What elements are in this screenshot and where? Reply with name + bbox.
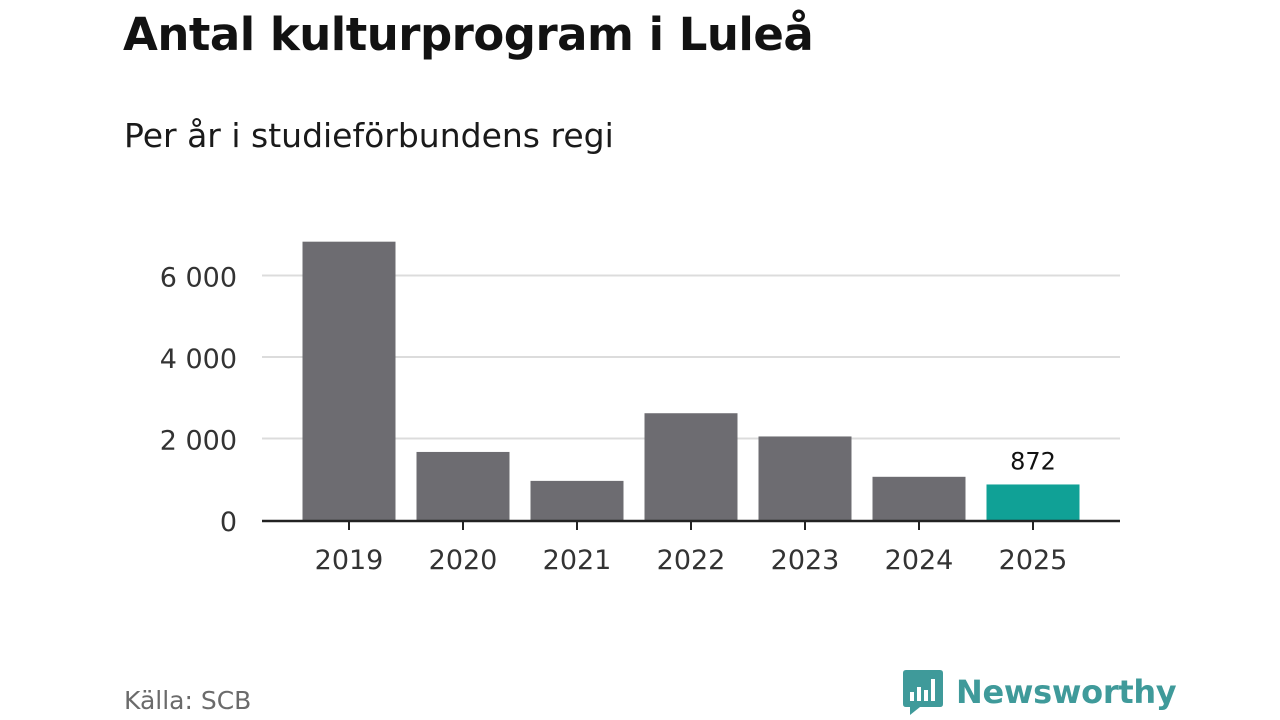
chart-subtitle: Per år i studieförbundens regi <box>124 116 614 155</box>
x-tick-label: 2020 <box>429 545 498 576</box>
y-tick-label: 2 000 <box>160 426 237 457</box>
y-tick-label: 6 000 <box>160 263 237 294</box>
x-tick-label: 2025 <box>999 545 1068 576</box>
y-tick-label: 4 000 <box>160 344 237 375</box>
x-tick-label: 2019 <box>315 545 384 576</box>
bar <box>416 451 510 520</box>
data-label: 872 <box>1010 447 1056 475</box>
bar <box>872 476 966 520</box>
x-tick-label: 2024 <box>885 545 954 576</box>
bar-chart-speech-bubble-icon <box>903 670 943 715</box>
source-note: Källa: SCB <box>124 686 252 715</box>
bar <box>986 484 1080 520</box>
bar <box>644 413 738 520</box>
bar <box>302 241 396 521</box>
x-tick-label: 2022 <box>657 545 726 576</box>
bar <box>758 436 852 520</box>
brand-logo: Newsworthy <box>902 670 1177 715</box>
x-tick-label: 2021 <box>543 545 612 576</box>
x-tick-label: 2023 <box>771 545 840 576</box>
brand-name: Newsworthy <box>956 673 1177 711</box>
y-tick-label: 0 <box>220 507 237 538</box>
chart-title: Antal kulturprogram i Luleå <box>123 8 814 61</box>
bar <box>530 480 624 520</box>
